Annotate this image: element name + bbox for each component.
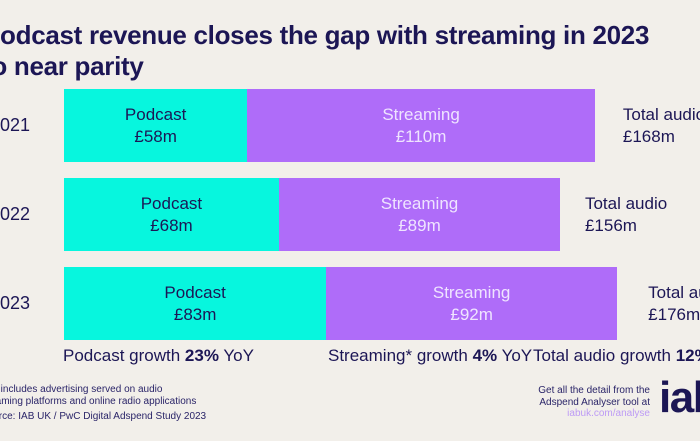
podcast-growth-label: Podcast growth 23% YoY xyxy=(63,346,254,366)
stacked-bar-2021: Podcast £58m Streaming £110m xyxy=(64,89,595,162)
cta-line2: Adspend Analyser tool at xyxy=(539,396,650,408)
page-title-line1: Podcast revenue closes the gap with stre… xyxy=(0,20,650,50)
growth-suffix: YoY xyxy=(497,346,533,365)
total-title: Total audio xyxy=(622,104,700,124)
segment-value: £92m xyxy=(450,304,493,324)
segment-value: £68m xyxy=(150,215,193,235)
segment-value: £110m xyxy=(395,126,447,146)
page-title: Podcast revenue closes the gap with stre… xyxy=(0,20,649,82)
year-label-2022: 2022 xyxy=(0,204,31,224)
total-value: £176m xyxy=(648,304,700,324)
growth-suffix: YoY xyxy=(218,346,254,365)
growth-prefix: Podcast growth xyxy=(63,346,185,365)
podcast-segment-2021: Podcast £58m xyxy=(64,89,248,162)
source-footnote: * includes advertising served on audio s… xyxy=(0,384,225,423)
growth-value: 23% xyxy=(184,346,219,365)
footnote-line1: * includes advertising served on audio xyxy=(0,384,163,395)
cta-line1: Get all the detail from the xyxy=(538,385,650,396)
streaming-segment-2022: Streaming £89m xyxy=(278,178,561,251)
adspend-analyser-cta: Get all the detail from the Adspend Anal… xyxy=(538,385,650,420)
page-title-line2: to near parity xyxy=(0,51,144,81)
growth-prefix: Streaming* growth xyxy=(328,346,473,365)
segment-value: £89m xyxy=(398,215,441,235)
footnote-source: Source: IAB UK / PwC Digital Adspend Stu… xyxy=(0,411,207,422)
growth-value: 4% xyxy=(472,346,498,365)
streaming-growth-label: Streaming* growth 4% YoY xyxy=(328,346,532,366)
segment-name: Podcast xyxy=(140,193,203,213)
year-label-2021: 2021 xyxy=(0,115,31,135)
total-audio-label-2022: Total audio £156m xyxy=(585,178,667,251)
iabuk-analyse-link[interactable]: iabuk.com/analyse xyxy=(567,408,650,419)
chart-row-2021: 2021 Podcast £58m Streaming £110m Total … xyxy=(0,89,700,162)
segment-name: Podcast xyxy=(164,282,226,302)
segment-value: £58m xyxy=(134,126,177,146)
podcast-segment-2023: Podcast £83m xyxy=(64,267,327,340)
total-value: £156m xyxy=(584,215,637,235)
total-audio-label-2023: Total audio £176m xyxy=(648,267,700,340)
total-title: Total audio xyxy=(584,193,668,213)
total-title: Total audio xyxy=(648,282,700,302)
stacked-bar-2023: Podcast £83m Streaming £92m xyxy=(64,267,617,340)
total-audio-growth-label: Total audio growth 12% YoY xyxy=(533,346,700,366)
segment-name: Streaming xyxy=(382,104,460,124)
segment-value: £83m xyxy=(173,304,217,324)
total-audio-label-2021: Total audio £168m xyxy=(623,89,700,162)
segment-name: Streaming xyxy=(380,193,459,213)
chart-row-2023: 2023 Podcast £83m Streaming £92m Total a… xyxy=(0,267,700,340)
chart-row-2022: 2022 Podcast £68m Streaming £89m Total a… xyxy=(0,178,700,251)
streaming-segment-2021: Streaming £110m xyxy=(247,89,595,162)
segment-name: Streaming xyxy=(432,282,511,302)
iab-logo: iab xyxy=(659,373,700,422)
podcast-segment-2022: Podcast £68m xyxy=(64,178,279,251)
growth-prefix: Total audio growth xyxy=(533,346,676,365)
growth-value: 12% xyxy=(675,346,700,365)
streaming-segment-2023: Streaming £92m xyxy=(326,267,617,340)
footnote-line2: streaming platforms and online radio app… xyxy=(0,396,197,407)
total-value: £168m xyxy=(622,126,675,146)
segment-name: Podcast xyxy=(124,104,187,124)
stacked-bar-2022: Podcast £68m Streaming £89m xyxy=(64,178,561,251)
year-label-2023: 2023 xyxy=(0,293,31,313)
